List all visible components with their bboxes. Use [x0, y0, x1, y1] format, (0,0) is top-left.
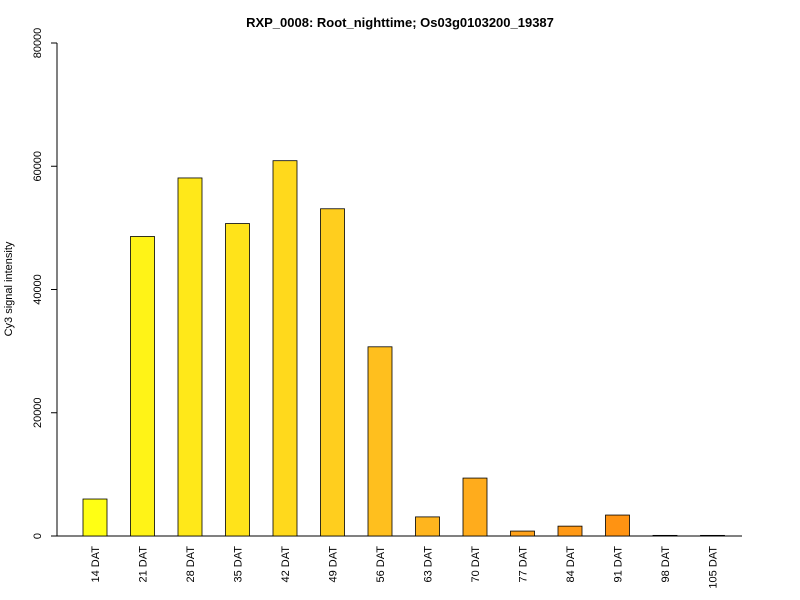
x-tick-label: 21 DAT — [138, 546, 150, 583]
x-tick-label: 49 DAT — [328, 546, 340, 583]
bar — [225, 223, 250, 537]
bar — [605, 514, 630, 537]
x-tick-label: 84 DAT — [565, 546, 577, 583]
y-tick-label: 20000 — [32, 397, 44, 428]
chart-title: RXP_0008: Root_nighttime; Os03g0103200_1… — [246, 15, 554, 30]
x-tick-label: 63 DAT — [423, 546, 435, 583]
bar — [462, 477, 488, 537]
y-tick-label: 60000 — [32, 151, 44, 182]
bar — [320, 208, 345, 537]
x-tick-label: 91 DAT — [613, 546, 625, 583]
y-tick-label: 0 — [32, 533, 44, 539]
bar — [700, 534, 725, 537]
bars-group — [82, 160, 725, 537]
x-tick-label: 35 DAT — [233, 546, 245, 583]
bar — [510, 530, 535, 537]
bar — [652, 534, 678, 537]
y-axis: 0 20000 40000 60000 80000 — [32, 28, 58, 539]
x-tick-label: 42 DAT — [280, 546, 292, 583]
bar — [82, 498, 108, 537]
x-tick-label: 70 DAT — [470, 546, 482, 583]
x-tick-label: 56 DAT — [375, 546, 387, 583]
x-tick-label: 28 DAT — [185, 546, 197, 583]
bar — [367, 346, 393, 537]
bar — [415, 516, 440, 537]
y-axis-label: Cy3 signal intensity — [3, 241, 15, 336]
x-tick-label: 14 DAT — [90, 546, 102, 583]
x-tick-label: 105 DAT — [708, 546, 720, 589]
x-tick-label: 98 DAT — [660, 546, 672, 583]
bar — [177, 177, 203, 537]
bar — [130, 236, 155, 537]
category-labels: 14 DAT 21 DAT 28 DAT 35 DAT 42 DAT 49 DAT 56 D… — [90, 546, 720, 589]
x-tick-label: 77 DAT — [518, 546, 530, 583]
bar — [272, 160, 298, 537]
y-tick-label: 40000 — [32, 274, 44, 305]
bar — [557, 525, 583, 537]
y-tick-label: 80000 — [32, 28, 44, 59]
